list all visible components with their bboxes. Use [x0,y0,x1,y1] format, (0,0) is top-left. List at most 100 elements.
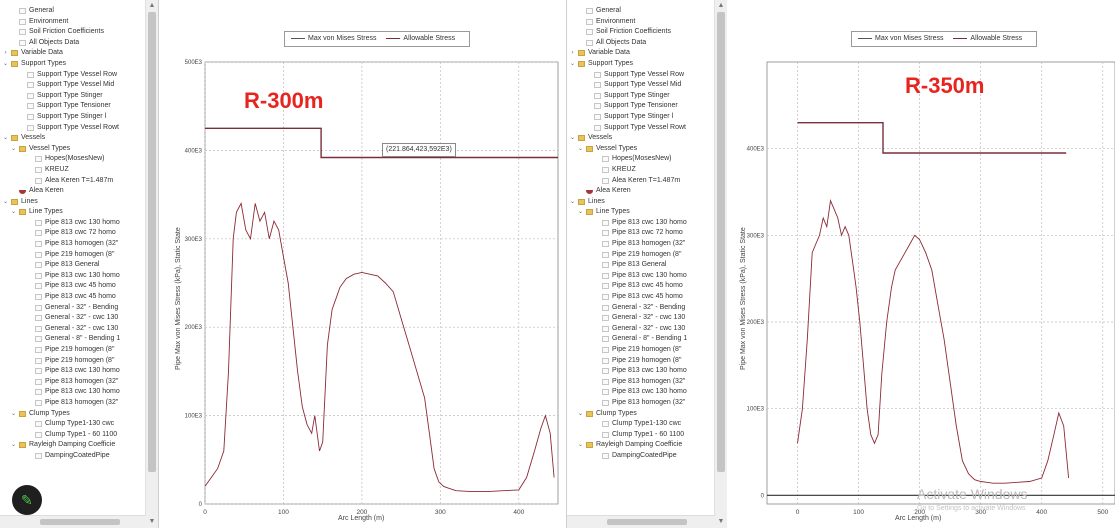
tree-item[interactable]: ⌄ Line Types [567,207,713,218]
tree-item[interactable]: Pipe 219 homogen (8" [0,356,144,367]
collapse-arrow-icon[interactable]: ⌄ [577,442,584,449]
tree-item[interactable]: Pipe 813 cwc 130 homo [0,366,144,377]
tree-item[interactable]: Pipe 219 homogen (8" [567,250,713,261]
tree-item[interactable]: ⌄ Vessels [567,133,713,144]
tree-item[interactable]: Support Type Stinger l [0,112,144,123]
tree-item[interactable]: ⌄ Clump Types [0,409,144,420]
tree-item[interactable]: General - 8" - Bending 1 [0,334,144,345]
tree-item[interactable]: ⌄ Rayleigh Damping Coefficie [0,440,144,451]
tree-item[interactable]: ⌄ Lines [0,197,144,208]
scroll-up-icon[interactable]: ▲ [148,2,156,9]
collapse-arrow-icon[interactable]: ⌄ [2,60,9,67]
scroll-down-icon[interactable]: ▼ [717,518,725,525]
tree-item[interactable]: Alea Keren T=1.487m [567,176,713,187]
tree-item[interactable]: Alea Keren T=1.487m [0,176,144,187]
collapse-arrow-icon[interactable]: ⌄ [577,410,584,417]
tree-item[interactable]: General [567,6,713,17]
tree-item[interactable]: KREUZ [0,165,144,176]
collapse-arrow-icon[interactable]: ⌄ [569,198,576,205]
tree-item[interactable]: Pipe 813 homogen (32" [567,377,713,388]
tree-item[interactable]: Hopes(MosesNew) [567,154,713,165]
tree-item[interactable]: Pipe 813 homogen (32" [0,398,144,409]
collapse-arrow-icon[interactable]: ⌄ [10,209,17,216]
tree-item[interactable]: ⌄ Support Types [0,59,144,70]
tree-item[interactable]: Pipe 219 homogen (8" [567,345,713,356]
tree-item[interactable]: Support Type Vessel Rowt [567,123,713,134]
collapse-arrow-icon[interactable]: ⌄ [10,442,17,449]
tree-item[interactable]: Environment [0,17,144,28]
tree-right-hscrollbar[interactable] [567,515,715,528]
tree-item[interactable]: ⌄ Clump Types [567,409,713,420]
tree-item[interactable]: Pipe 813 cwc 72 homo [567,228,713,239]
tree-item[interactable]: Support Type Tensioner [0,101,144,112]
tree-item[interactable]: Clump Type1-130 cwc [0,419,144,430]
hscroll-thumb[interactable] [40,519,120,525]
tree-item[interactable]: Support Type Stinger [567,91,713,102]
tree-item[interactable]: Pipe 813 cwc 130 homo [567,271,713,282]
tree-item[interactable]: › Variable Data [567,48,713,59]
tree-item[interactable]: Pipe 813 General [567,260,713,271]
collapse-arrow-icon[interactable]: ⌄ [577,145,584,152]
tree-item[interactable]: Alea Keren [0,186,144,197]
collapse-arrow-icon[interactable]: ⌄ [569,135,576,142]
tree-item[interactable]: Pipe 813 cwc 45 homo [0,281,144,292]
tree-item[interactable]: General - 32" - cwc 130 [567,324,713,335]
tree-item[interactable]: Pipe 813 cwc 130 homo [567,387,713,398]
hscroll-thumb[interactable] [607,519,687,525]
tree-item[interactable]: General [0,6,144,17]
tree-item[interactable]: Environment [567,17,713,28]
tree-item[interactable]: General - 32" - Bending [0,303,144,314]
tree-left-hscrollbar[interactable] [0,515,146,528]
tree-item[interactable]: Pipe 813 cwc 45 homo [567,292,713,303]
tree-item[interactable]: Support Type Stinger [0,91,144,102]
tree-item[interactable]: Pipe 219 homogen (8" [0,250,144,261]
tree-item[interactable]: Pipe 813 cwc 130 homo [0,387,144,398]
tree-item[interactable]: ⌄ Line Types [0,207,144,218]
tree-item[interactable]: Support Type Stinger l [567,112,713,123]
scroll-down-icon[interactable]: ▼ [148,518,156,525]
tree-item[interactable]: Soil Friction Coefficients [0,27,144,38]
tree-item[interactable]: Pipe 219 homogen (8" [0,345,144,356]
tree-item[interactable]: › Variable Data [0,48,144,59]
tree-left-scrollbar[interactable]: ▲ ▼ [145,0,158,528]
tree-item[interactable]: ⌄ Rayleigh Damping Coefficie [567,440,713,451]
tree-item[interactable]: Alea Keren [567,186,713,197]
tree-item[interactable]: Support Type Vessel Mid [567,80,713,91]
tree-item[interactable]: Pipe 813 cwc 130 homo [0,218,144,229]
edit-button[interactable]: ✎ [12,485,42,515]
tree-item[interactable]: All Objects Data [567,38,713,49]
tree-item[interactable]: ⌄ Lines [567,197,713,208]
expand-arrow-icon[interactable]: › [571,50,574,57]
collapse-arrow-icon[interactable]: ⌄ [569,60,576,67]
tree-item[interactable]: ⌄ Vessels [0,133,144,144]
tree-item[interactable]: DampingCoatedPipe [567,451,713,462]
tree-item[interactable]: Support Type Vessel Mid [0,80,144,91]
tree-item[interactable]: ⌄ Vessel Types [0,144,144,155]
tree-item[interactable]: Pipe 813 General [0,260,144,271]
scroll-thumb[interactable] [148,12,156,472]
tree-item[interactable]: All Objects Data [0,38,144,49]
collapse-arrow-icon[interactable]: ⌄ [10,145,17,152]
tree-item[interactable]: Pipe 813 homogen (32" [0,377,144,388]
tree-item[interactable]: ⌄ Support Types [567,59,713,70]
tree-item[interactable]: Pipe 813 homogen (32" [0,239,144,250]
tree-item[interactable]: General - 32" - cwc 130 [567,313,713,324]
tree-item[interactable]: DampingCoatedPipe [0,451,144,462]
tree-item[interactable]: Pipe 219 homogen (8" [567,356,713,367]
expand-arrow-icon[interactable]: › [4,50,7,57]
tree-item[interactable]: Support Type Vessel Rowt [0,123,144,134]
collapse-arrow-icon[interactable]: ⌄ [577,209,584,216]
tree-item[interactable]: General - 32" - Bending [567,303,713,314]
tree-item[interactable]: Support Type Vessel Row [0,70,144,81]
tree-item[interactable]: KREUZ [567,165,713,176]
tree-item[interactable]: General - 32" - cwc 130 [0,313,144,324]
tree-item[interactable]: General - 8" - Bending 1 [567,334,713,345]
tree-item[interactable]: Pipe 813 cwc 45 homo [567,281,713,292]
tree-item[interactable]: Pipe 813 homogen (32" [567,398,713,409]
tree-item[interactable]: Pipe 813 cwc 72 homo [0,228,144,239]
tree-item[interactable]: Clump Type1 - 60 1100 [0,430,144,441]
tree-item[interactable]: Hopes(MosesNew) [0,154,144,165]
tree-right-scrollbar[interactable]: ▲ ▼ [714,0,727,528]
tree-item[interactable]: Pipe 813 cwc 45 homo [0,292,144,303]
tree-item[interactable]: General - 32" - cwc 130 [0,324,144,335]
